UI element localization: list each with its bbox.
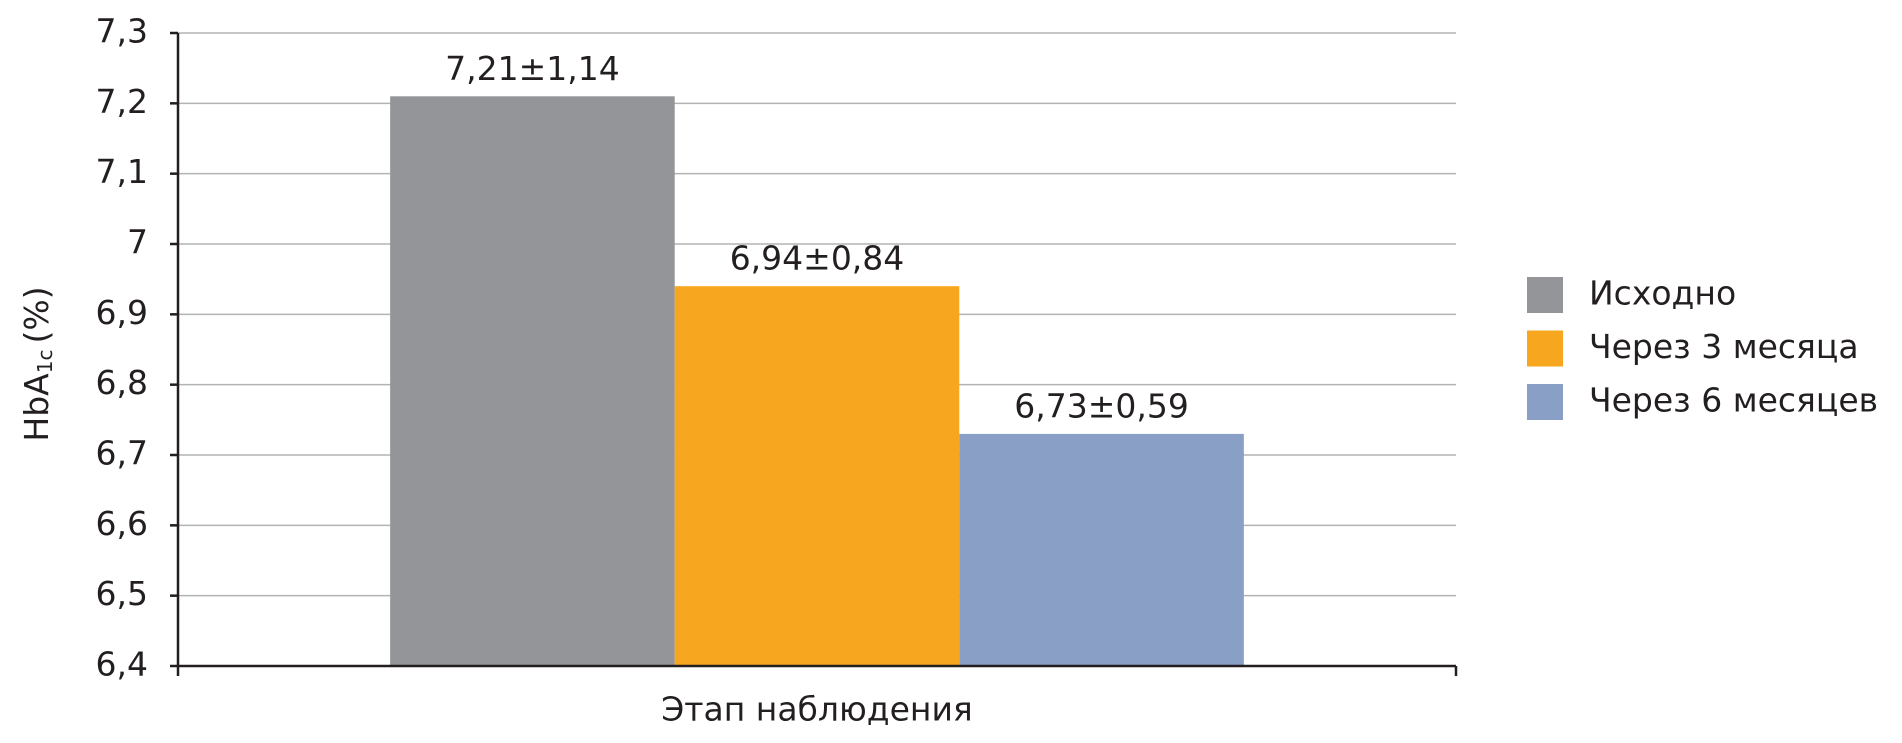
data-label: 7,21±1,14 xyxy=(445,49,620,88)
y-tick-label: 7,3 xyxy=(96,12,148,51)
y-tick-label: 6,7 xyxy=(96,434,148,473)
data-label: 6,94±0,84 xyxy=(730,239,905,278)
bar xyxy=(390,96,675,667)
y-tick-label: 7,2 xyxy=(96,82,148,121)
y-tick-label: 6,6 xyxy=(96,504,148,543)
y-tick-label: 6,4 xyxy=(96,645,148,684)
x-axis-title: Этап наблюдения xyxy=(661,690,973,729)
legend-label: Через 3 месяца xyxy=(1589,327,1859,366)
y-axis-title-unit: (%) xyxy=(17,286,56,343)
y-tick-label: 6,5 xyxy=(96,574,148,613)
legend-swatch xyxy=(1527,277,1563,313)
y-axis-title-main: HbA xyxy=(17,373,56,442)
y-tick-label: 7,1 xyxy=(96,152,148,191)
bar xyxy=(674,286,960,666)
legend-swatch xyxy=(1527,384,1563,420)
y-axis-title: HbA1c (%) xyxy=(17,286,57,441)
y-tick-label: 6,8 xyxy=(96,363,148,402)
bar xyxy=(959,433,1244,666)
legend-swatch xyxy=(1527,330,1563,367)
y-tick-label: 7 xyxy=(127,223,148,262)
legend-label: Через 6 месяцев xyxy=(1589,381,1878,420)
y-tick-label: 6,9 xyxy=(96,293,148,332)
legend-label: Исходно xyxy=(1589,274,1736,313)
y-axis-title-sub: 1c xyxy=(33,350,57,374)
data-label: 6,73±0,59 xyxy=(1014,386,1189,425)
